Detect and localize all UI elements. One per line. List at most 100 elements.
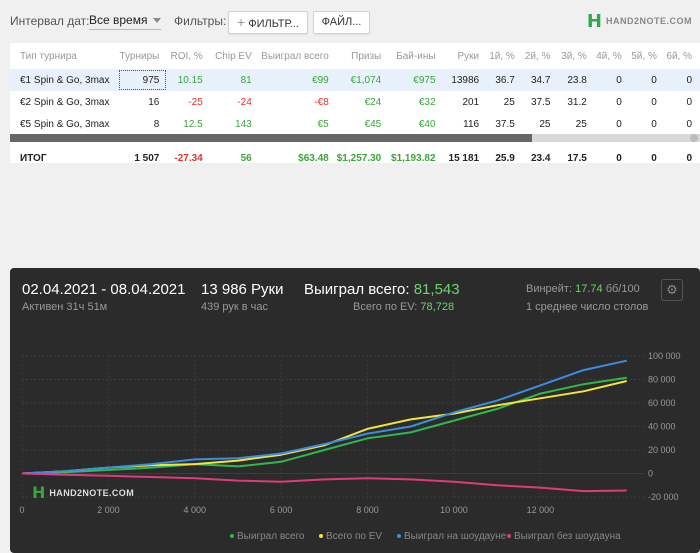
filter-button[interactable]: + ФИЛЬТР... [228, 11, 308, 34]
tournament-table: Тип турнира Турниры ROI, % Chip EV Выигр… [10, 43, 700, 163]
ev-value: 78,728 [420, 301, 455, 313]
table-header-row: Тип турнира Турниры ROI, % Chip EV Выигр… [10, 43, 700, 69]
cell-2nd: 37.5 [531, 96, 551, 108]
graph-ev-total: Всего по EV: 78,728 [353, 301, 454, 313]
cell-prizes: €45 [364, 118, 382, 130]
y-tick-label: 60 000 [648, 398, 676, 408]
filter-button-label: ФИЛЬТР... [248, 18, 299, 30]
col-header-buyins[interactable]: Бай-ины [396, 50, 436, 62]
won-label: Выиграл всего: [304, 281, 410, 298]
scrollbar-thumb[interactable] [10, 134, 532, 142]
y-tick-label: 20 000 [648, 445, 676, 455]
col-header-4th[interactable]: 4й, % [596, 50, 622, 62]
total-label: ИТОГ [20, 152, 47, 164]
date-interval-select[interactable]: Все время [89, 13, 162, 30]
graph-winrate: Винрейт: 17.74 бб/100 [526, 283, 640, 295]
cell-prizes: €1,074 [336, 69, 390, 91]
col-header-type[interactable]: Тип турнира [20, 50, 77, 62]
cell-6th: 0 [664, 69, 700, 91]
x-tick-label: 2 000 [97, 505, 120, 515]
total-buyins: $1,193.82 [391, 152, 436, 164]
table-row[interactable]: €1 Spin & Go, 3max 975 10.15 81 €99 €1,0… [10, 69, 700, 91]
col-header-prizes[interactable]: Призы [351, 50, 382, 62]
logo-text: HAND2NOTE.COM [605, 16, 692, 26]
cell-buyins: €40 [418, 118, 436, 130]
col-header-chip-ev[interactable]: Chip EV [215, 50, 252, 62]
col-header-3rd[interactable]: 3й, % [561, 50, 587, 62]
x-tick-label: 10 000 [440, 505, 468, 515]
cell-tournaments: 16 [148, 96, 160, 108]
cell-buyins: €32 [418, 96, 436, 108]
total-5th: 0 [651, 152, 657, 164]
cell-4th: 0 [616, 118, 622, 130]
cell-roi: 12.5 [183, 118, 203, 130]
col-header-won-total[interactable]: Выиграл всего [261, 50, 329, 62]
date-interval-value: Все время [89, 13, 148, 27]
series-line-3 [21, 472, 627, 493]
total-4th: 0 [616, 152, 622, 164]
cell-3rd: 25 [575, 118, 587, 130]
cell-chip-ev: -24 [237, 96, 252, 108]
cell-hands: 116 [463, 118, 480, 130]
cell-5th: 0 [651, 96, 657, 108]
cell-prizes: €24 [364, 96, 382, 108]
plus-icon: + [237, 14, 246, 30]
col-header-tournaments[interactable]: Турниры [119, 50, 160, 62]
filters-label: Фильтры: [174, 14, 227, 28]
total-2nd: 23.4 [531, 152, 551, 164]
cell-type: €5 Spin & Go, 3max [20, 118, 110, 130]
x-tick-label: 6 000 [270, 505, 293, 515]
table-row[interactable]: €2 Spin & Go, 3max 16 -25 -24 -€8 €24 €3… [10, 91, 700, 113]
winrate-label: Винрейт: [526, 283, 573, 295]
y-tick-label: 80 000 [648, 375, 676, 385]
scroll-right-button[interactable] [690, 134, 698, 142]
col-header-2nd[interactable]: 2й, % [524, 50, 551, 62]
cell-4th: 0 [616, 96, 622, 108]
graph-active-time: Активен 31ч 51м [22, 301, 108, 313]
col-header-roi[interactable]: ROI, % [170, 50, 203, 62]
graph-avg-tables: 1 среднее число столов [526, 301, 649, 313]
results-chart: 100 000 80 000 60 000 40 000 20 000 0 -20 000 0… [19, 351, 681, 542]
legend-marker [319, 534, 323, 538]
legend-label: Выиграл на шоудауне [404, 531, 507, 542]
horizontal-scrollbar[interactable] [10, 134, 700, 142]
cell-won-total: €99 [259, 69, 337, 91]
cell-5th: 0 [651, 118, 657, 130]
y-tick-label: 40 000 [648, 422, 676, 432]
x-tick-label: 0 [19, 505, 24, 515]
results-graph-panel: 100 000 80 000 60 000 40 000 20 000 0 -20 000 0… [10, 268, 700, 553]
cell-1st: 36.7 [487, 69, 523, 91]
cell-tournaments: 8 [153, 118, 160, 130]
total-1st: 25.9 [495, 152, 515, 164]
cell-3rd: 23.8 [558, 69, 595, 91]
file-button[interactable]: ФАЙЛ... [313, 11, 370, 34]
cell-2nd: 25 [539, 118, 551, 130]
total-won: $63.48 [298, 152, 329, 164]
gear-icon[interactable]: ⚙ [661, 279, 683, 301]
x-tick-label: 8 000 [356, 505, 379, 515]
legend-label: Выиграл всего [237, 531, 305, 542]
legend-marker [507, 534, 511, 538]
y-tick-label: 100 000 [648, 351, 681, 361]
table-row[interactable]: €5 Spin & Go, 3max 8 12.5 143 €5 €45 €40… [10, 113, 700, 135]
toolbar: Интервал дат: Все время Фильтры: + ФИЛЬТР… [0, 0, 700, 42]
col-header-1st[interactable]: 1й, % [489, 50, 515, 62]
total-6th: 0 [686, 152, 692, 164]
cell-5th: 0 [629, 69, 665, 91]
cell-won-total: €5 [317, 118, 329, 130]
x-tick-label: 12 000 [527, 505, 555, 515]
cell-1st: 25 [503, 96, 515, 108]
cell-type: €1 Spin & Go, 3max [10, 69, 118, 91]
col-header-hands[interactable]: Руки [457, 50, 480, 62]
cell-4th: 0 [594, 69, 630, 91]
graph-hands: 13 986 Руки [201, 281, 284, 298]
total-tournaments: 1 507 [134, 152, 160, 164]
h-logo-icon: H [586, 10, 602, 32]
cell-roi: 10.15 [167, 69, 211, 91]
series-line-2 [21, 359, 627, 475]
total-roi: -27.34 [174, 152, 203, 164]
col-header-6th[interactable]: 6й, % [666, 50, 692, 62]
col-header-5th[interactable]: 5й, % [631, 50, 657, 62]
x-tick-label: 4 000 [184, 505, 207, 515]
won-value: 81,543 [413, 281, 460, 298]
